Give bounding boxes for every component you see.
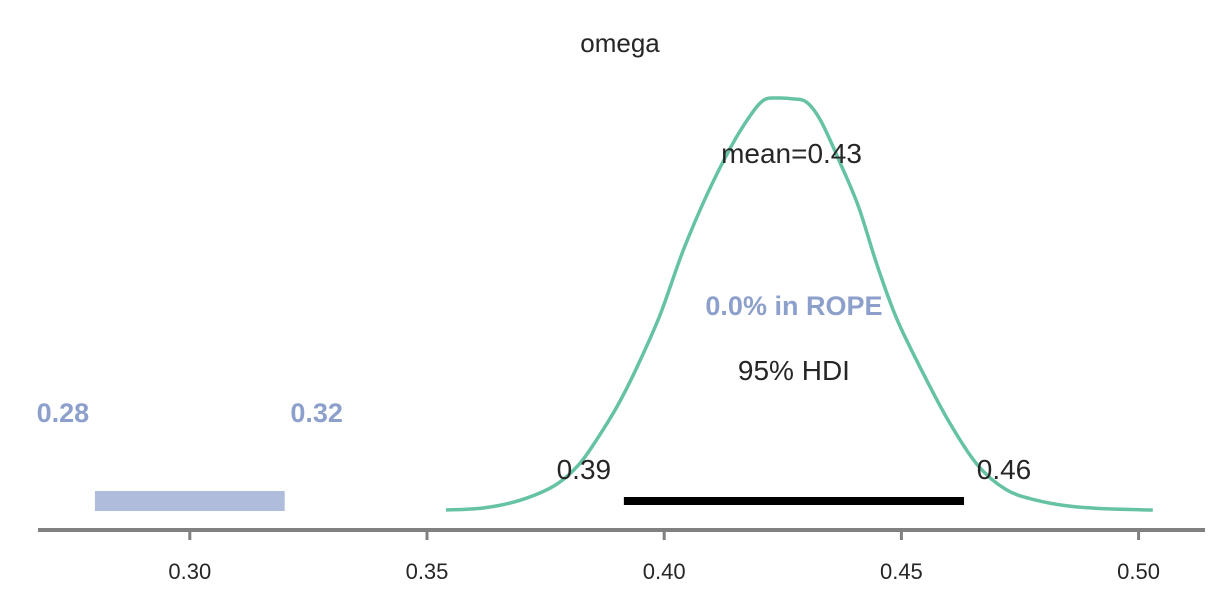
rope-upper-label: 0.32 (290, 398, 343, 428)
x-tick-label: 0.35 (406, 559, 449, 584)
hdi-lower-label: 0.39 (557, 454, 612, 485)
x-tick-label: 0.50 (1117, 559, 1160, 584)
x-axis-ticks: 0.30 0.35 0.40 0.45 0.50 (168, 530, 1160, 584)
hdi-upper-label: 0.46 (977, 454, 1032, 485)
rope-lower-label: 0.28 (37, 398, 90, 428)
density-curve (445, 96, 1153, 512)
mean-label: mean=0.43 (721, 138, 862, 169)
rope-percent-label: 0.0% in ROPE (705, 291, 882, 321)
hdi-label: 95% HDI (738, 355, 850, 386)
rope-bar (94, 491, 285, 511)
x-tick-label: 0.40 (643, 559, 686, 584)
x-tick-label: 0.30 (168, 559, 211, 584)
chart-title: omega (580, 28, 660, 58)
x-tick-label: 0.45 (880, 559, 923, 584)
